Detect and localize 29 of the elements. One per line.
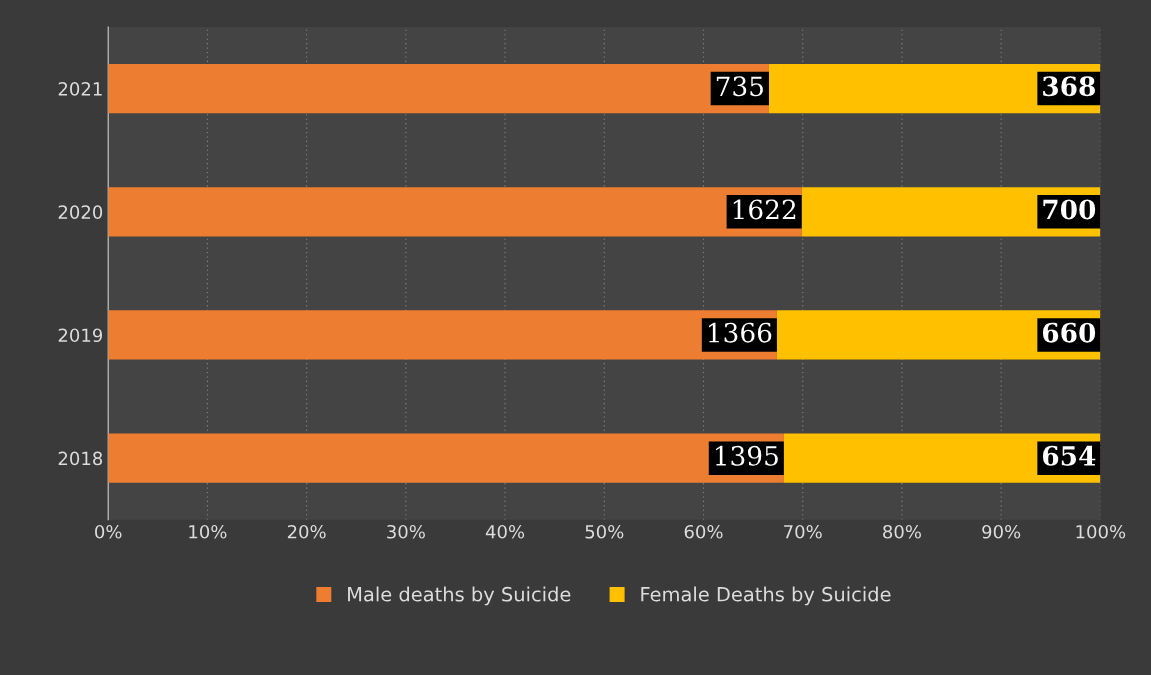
bar (108, 310, 777, 360)
x-tick-label: 20% (287, 524, 326, 539)
legend-label: Male deaths by Suicide (348, 586, 571, 606)
y-tick-label: 2020 (58, 205, 103, 219)
bar (108, 187, 802, 237)
y-tick-label: 2019 (58, 328, 103, 343)
x-tick-label: 30% (387, 524, 425, 539)
annotation: 1622 (733, 199, 796, 220)
y-tick-label: 2021 (58, 82, 102, 96)
legend-label: Female Deaths by Suicide (641, 586, 891, 606)
x-tick-label: 100% (1076, 524, 1126, 539)
bar (108, 433, 784, 483)
x-tick-label: 80% (883, 524, 921, 539)
x-tick-label: 50% (585, 524, 624, 539)
annotation: 1395 (715, 445, 778, 466)
x-tick-label: 40% (485, 524, 525, 539)
annotation: 700 (1043, 199, 1096, 220)
annotation: 735 (716, 76, 763, 97)
x-tick-label: 60% (684, 524, 723, 539)
x-tick-label: 10% (189, 524, 227, 539)
x-tick-label: 70% (784, 524, 822, 539)
y-tick-label: 2018 (58, 451, 103, 466)
x-tick-label: 0% (95, 524, 122, 539)
annotation: 660 (1042, 322, 1096, 343)
bar (108, 63, 769, 114)
annotation: 1366 (709, 322, 772, 343)
x-tick-label: 90% (982, 524, 1021, 539)
annotation: 368 (1043, 76, 1095, 97)
annotation: 654 (1042, 445, 1096, 466)
